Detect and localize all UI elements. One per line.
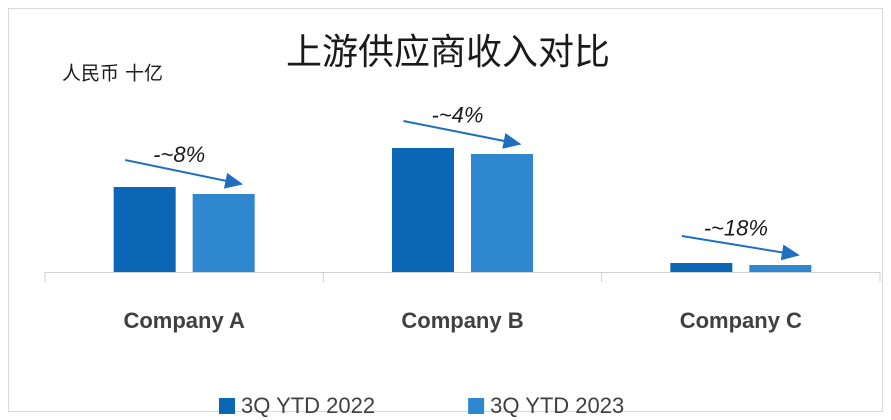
x-tick-label: Company A xyxy=(123,308,245,333)
bar xyxy=(749,265,812,272)
unit-label: 人民币 十亿 xyxy=(62,63,163,85)
trend-arrow xyxy=(681,235,800,261)
legend-label: 3Q YTD 2022 xyxy=(241,393,375,418)
bar xyxy=(471,154,533,272)
trend-arrow xyxy=(124,159,244,189)
bar xyxy=(392,148,454,272)
legend-swatch xyxy=(219,398,235,414)
annotation: -~4% xyxy=(432,102,484,127)
bar xyxy=(113,187,176,272)
bar xyxy=(670,263,733,272)
legend-swatch xyxy=(468,398,485,414)
bar xyxy=(192,194,255,272)
chart-title: 上游供应商收入对比 xyxy=(286,32,610,73)
trend-arrow xyxy=(403,120,522,149)
legend-label: 3Q YTD 2023 xyxy=(490,393,624,418)
x-tick-label: Company C xyxy=(680,308,802,333)
annotation: -~18% xyxy=(704,215,768,240)
x-tick-label: Company B xyxy=(401,308,523,333)
annotation: -~8% xyxy=(153,142,205,167)
